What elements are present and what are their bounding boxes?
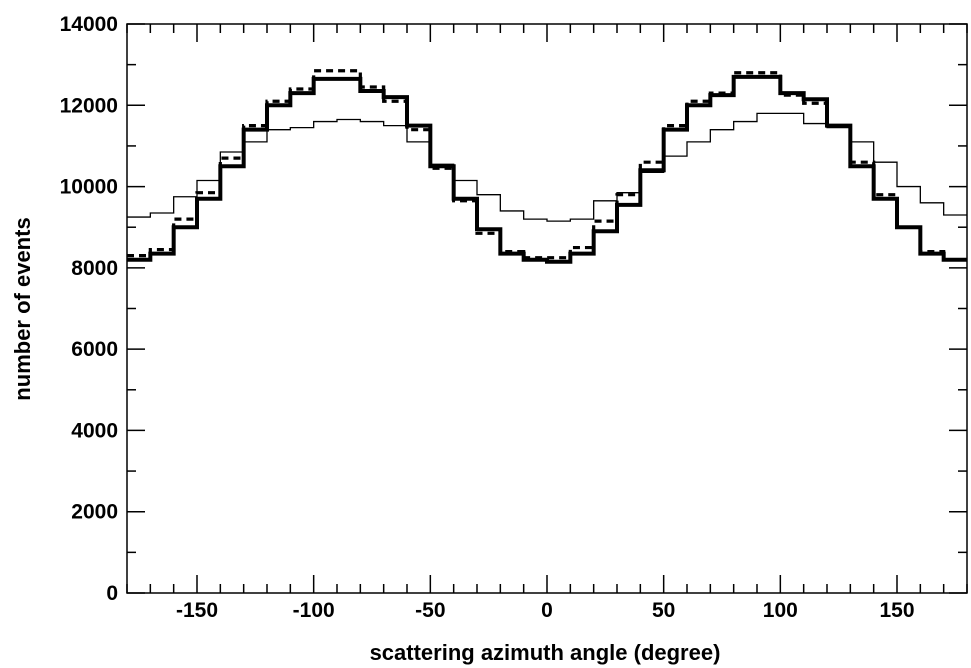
y-tick-label: 8000 (71, 257, 118, 280)
plot-area (126, 23, 968, 594)
y-axis-label: number of events (10, 217, 35, 400)
x-tick-label: -100 (293, 599, 335, 622)
series-line-thick-solid (127, 74, 967, 264)
y-tick-label: 4000 (71, 419, 118, 442)
y-tick-label: 6000 (71, 338, 118, 361)
series-line-dashed (127, 69, 967, 262)
y-tick-label: 2000 (71, 501, 118, 524)
y-tick-label: 12000 (60, 94, 118, 117)
x-tick-label: -50 (415, 599, 445, 622)
x-axis-label: scattering azimuth angle (degree) (370, 640, 721, 665)
x-tick-label: 0 (541, 599, 553, 622)
plot-frame (126, 23, 968, 594)
x-tick-label: 50 (652, 599, 675, 622)
x-tick-label: 150 (879, 599, 914, 622)
y-tick-label: 14000 (60, 13, 118, 36)
y-tick-label: 0 (106, 582, 118, 605)
tick-labels: -150 -100 -50 0 50 100 150 0 2000 4000 6000 8000 100… (60, 13, 915, 622)
x-tick-label: -150 (176, 599, 218, 622)
axis-ticks (126, 23, 968, 594)
y-tick-label: 10000 (60, 176, 118, 199)
x-tick-label: 100 (763, 599, 798, 622)
